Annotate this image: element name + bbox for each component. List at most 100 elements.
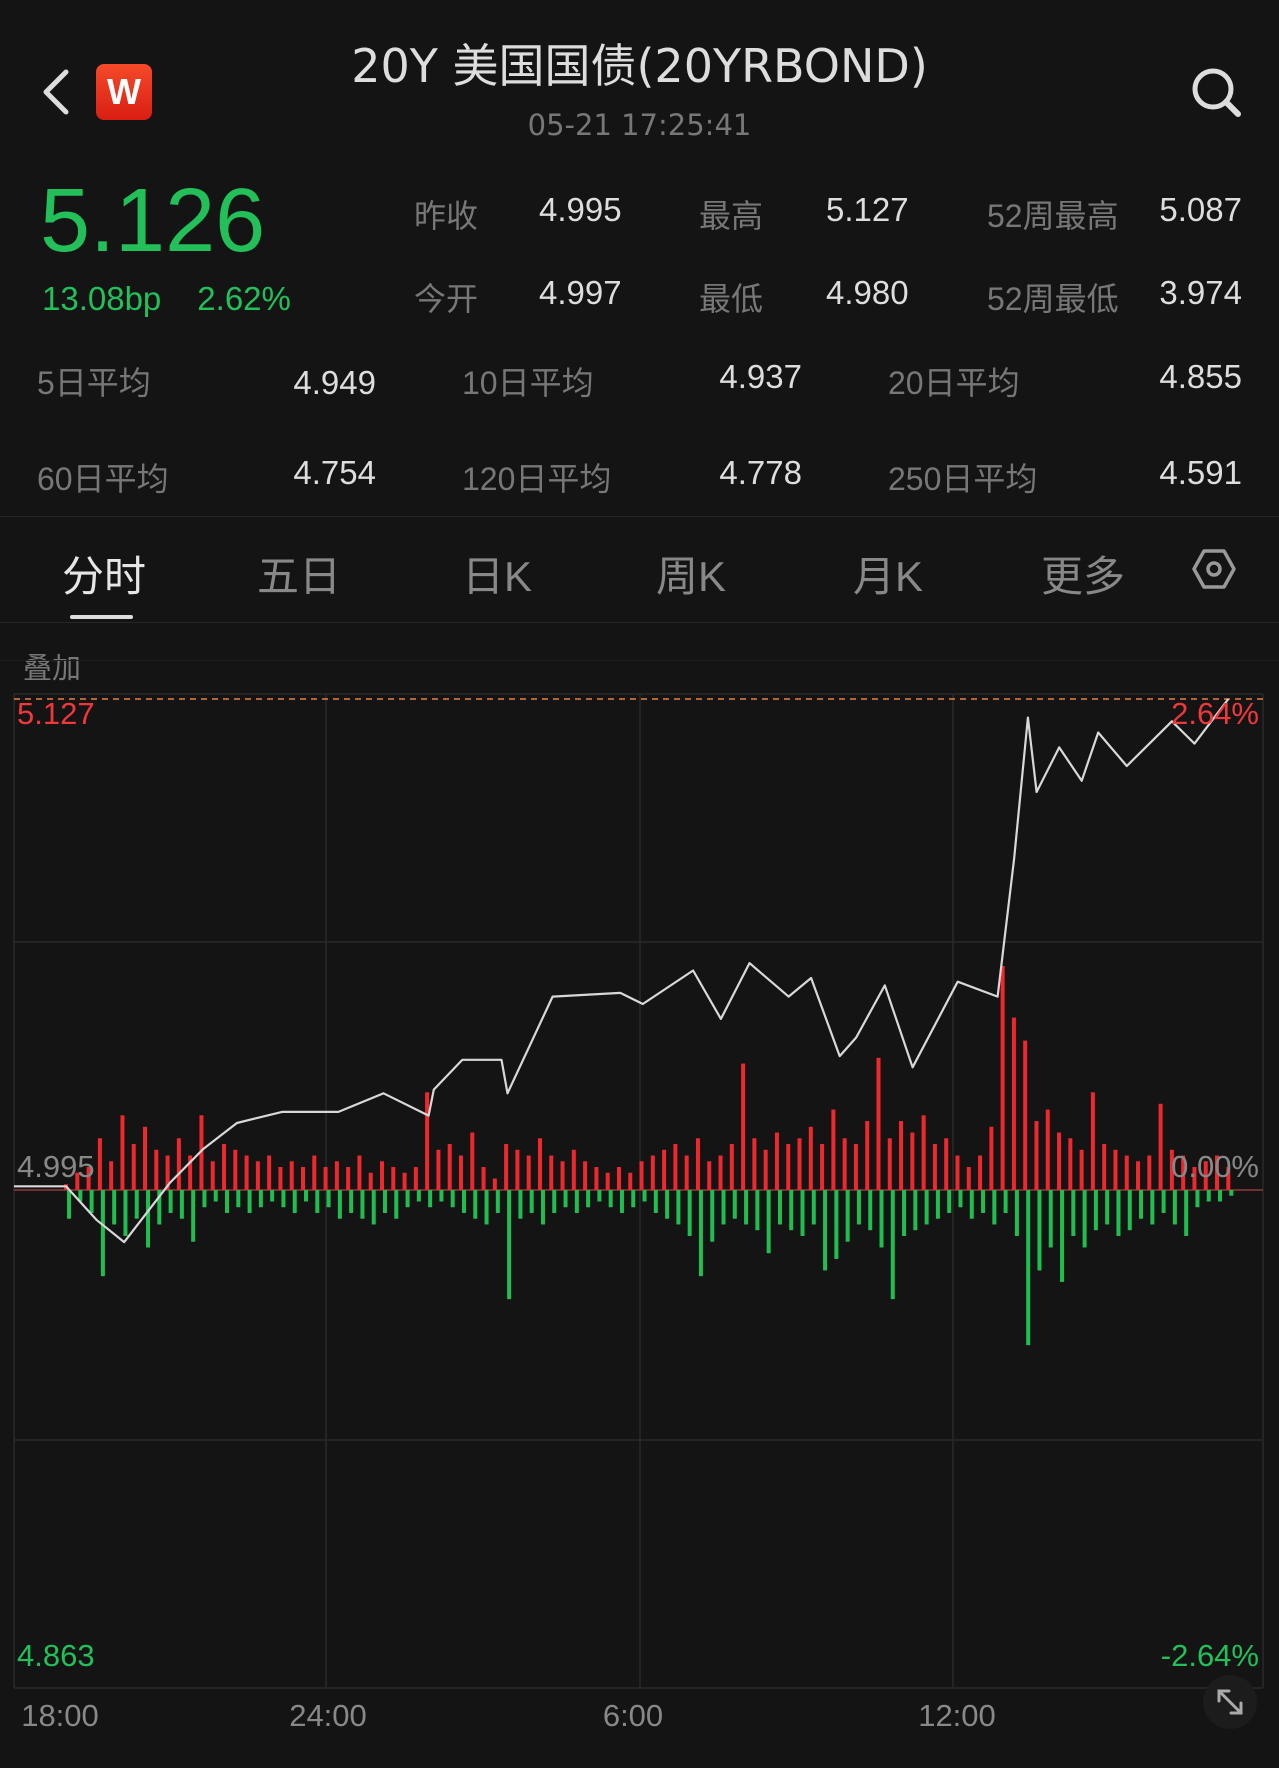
price-change: 13.08bp 2.62% [42, 280, 291, 318]
volume-bar-down [157, 1190, 162, 1225]
tab-intraday[interactable]: 分时 [61, 553, 147, 600]
volume-bar-up [549, 1155, 554, 1190]
volume-bar-up [695, 1138, 700, 1190]
volume-bar-up [955, 1155, 960, 1190]
volume-bar-down [653, 1190, 658, 1213]
volume-bar-down [281, 1190, 286, 1208]
volume-bar-up [120, 1115, 125, 1190]
volume-bar-up [684, 1155, 689, 1190]
volume-bar-up [233, 1149, 238, 1190]
volume-bar-down [213, 1190, 218, 1202]
volume-bar-down [236, 1190, 241, 1208]
volume-bar-up [944, 1138, 949, 1190]
volume-bar-down [270, 1190, 275, 1202]
volume-bar-up [154, 1149, 159, 1190]
volume-bar-down [969, 1190, 974, 1219]
average-label: 250日平均 [888, 461, 1038, 497]
average-label: 10日平均 [462, 365, 594, 401]
volume-bar-down [405, 1190, 410, 1208]
volume-bar-down [665, 1190, 670, 1219]
volume-bar-up [323, 1167, 328, 1190]
volume-bar-down [1037, 1190, 1042, 1271]
volume-bar-down [416, 1190, 421, 1202]
volume-bar-down [1206, 1190, 1211, 1202]
volume-bar-down [78, 1190, 83, 1202]
volume-bar-up [255, 1161, 260, 1190]
average-label: 5日平均 [37, 365, 151, 401]
price-line [13, 698, 1230, 1244]
volume-bar-down [608, 1190, 613, 1208]
volume-bar-down [563, 1190, 568, 1208]
volume-bar-up [267, 1155, 272, 1190]
tab-more[interactable]: 更多 [1040, 553, 1126, 600]
tab-five-day[interactable]: 五日 [256, 553, 342, 600]
tab-weekly-k[interactable]: 周K [655, 553, 727, 600]
volume-bar-down [755, 1190, 760, 1231]
volume-bar-down [586, 1190, 591, 1208]
chevron-left-icon [43, 69, 69, 115]
average-value: 4.949 [293, 364, 376, 401]
volume-bar-down [902, 1190, 907, 1236]
volume-bar-up [1215, 1155, 1220, 1190]
volume-bar-up [1169, 1149, 1174, 1190]
volume-bar-up [910, 1132, 915, 1190]
volume-bar-up [899, 1121, 904, 1190]
volume-bar-down [349, 1190, 354, 1213]
volume-bar-up [865, 1121, 870, 1190]
volume-bar-down [744, 1190, 749, 1225]
average-label: 120日平均 [462, 461, 612, 497]
stat-value: 5.087 [1159, 191, 1242, 228]
volume-bar-up [673, 1144, 678, 1190]
volume-bar-down [992, 1190, 997, 1225]
y-label-top: 5.127 [17, 696, 95, 731]
volume-bar-up [1023, 1040, 1028, 1190]
back-button[interactable] [38, 66, 78, 118]
volume-bar-down [947, 1190, 952, 1213]
volume-bar-down [507, 1190, 512, 1300]
volume-bar-down [823, 1190, 828, 1271]
chart-settings-button[interactable] [1192, 547, 1236, 591]
volume-bar-up [842, 1138, 847, 1190]
volume-bar-down [1093, 1190, 1098, 1231]
volume-bar-down [202, 1190, 207, 1208]
stat-label: 今开 [414, 281, 479, 317]
volume-bar-down [304, 1190, 309, 1202]
volume-bar-down [1060, 1190, 1065, 1282]
volume-bar-up [1090, 1092, 1095, 1190]
overlay-button[interactable]: 叠加 [23, 651, 82, 685]
volume-bar-up [808, 1126, 813, 1190]
volume-bar-up [1113, 1149, 1118, 1190]
volume-bars [64, 965, 1234, 1346]
volume-bar-down [845, 1190, 850, 1242]
stat-label: 52周最高 [987, 198, 1119, 234]
volume-bar-up [413, 1167, 418, 1190]
volume-bar-up [357, 1155, 362, 1190]
volume-bar-up [188, 1155, 193, 1190]
tab-daily-k[interactable]: 日K [461, 553, 533, 600]
volume-bar-down [1116, 1190, 1121, 1236]
volume-bar-up [199, 1115, 204, 1190]
volume-bar-down [642, 1190, 647, 1202]
volume-bar-up [289, 1161, 294, 1190]
volume-bar-up [887, 1138, 892, 1190]
stat-value: 5.127 [826, 191, 909, 228]
search-button[interactable] [1188, 64, 1244, 120]
volume-bar-up [639, 1161, 644, 1190]
volume-bar-up [334, 1161, 339, 1190]
volume-bar-up [425, 1092, 430, 1190]
volume-bar-down [1195, 1190, 1200, 1208]
volume-bar-up [741, 1063, 746, 1190]
volume-bar-up [707, 1161, 712, 1190]
page-title: 20Y 美国国债(20YRBOND) [351, 39, 928, 93]
volume-bar-down [552, 1190, 557, 1213]
volume-bar-down [1139, 1190, 1144, 1219]
y-pct-mid: 0.00% [1171, 1149, 1259, 1184]
volume-bar-down [800, 1190, 805, 1236]
tab-monthly-k[interactable]: 月K [852, 553, 924, 600]
y-label-mid: 4.995 [17, 1149, 95, 1184]
fullscreen-button[interactable] [1203, 1675, 1257, 1729]
volume-bar-down [1026, 1190, 1031, 1346]
volume-bar-down [597, 1190, 602, 1202]
stat-value: 4.995 [539, 191, 622, 228]
